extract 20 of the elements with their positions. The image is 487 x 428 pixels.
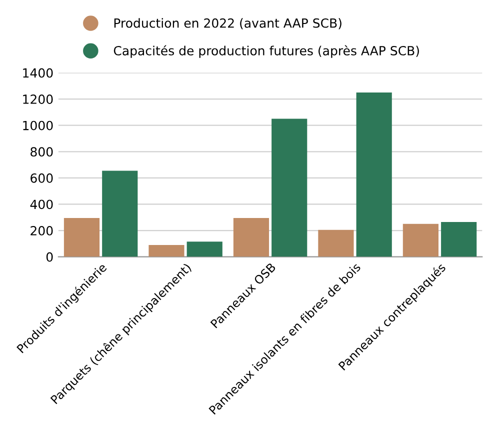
bar bbox=[64, 218, 100, 257]
y-tick-label: 400 bbox=[30, 200, 53, 210]
y-tick-label: 1200 bbox=[23, 94, 53, 104]
y-tick-label: 1400 bbox=[23, 68, 53, 78]
y-tick-label: 1000 bbox=[23, 120, 53, 130]
bar bbox=[102, 170, 138, 257]
bar bbox=[402, 224, 438, 257]
legend-label: Capacités de production futures (après AAP SCB) bbox=[114, 45, 419, 58]
bar bbox=[441, 222, 477, 257]
legend-label: Production en 2022 (avant AAP SCB) bbox=[114, 18, 342, 30]
bar bbox=[318, 230, 354, 257]
y-tick-label: 800 bbox=[30, 147, 53, 157]
bar bbox=[186, 242, 222, 257]
bar bbox=[233, 218, 270, 257]
bar bbox=[356, 92, 392, 257]
y-tick-label: 200 bbox=[30, 226, 53, 236]
y-tick-label: 0 bbox=[46, 252, 53, 262]
bar bbox=[148, 244, 184, 257]
bar bbox=[272, 118, 308, 257]
y-tick-label: 600 bbox=[30, 173, 53, 183]
